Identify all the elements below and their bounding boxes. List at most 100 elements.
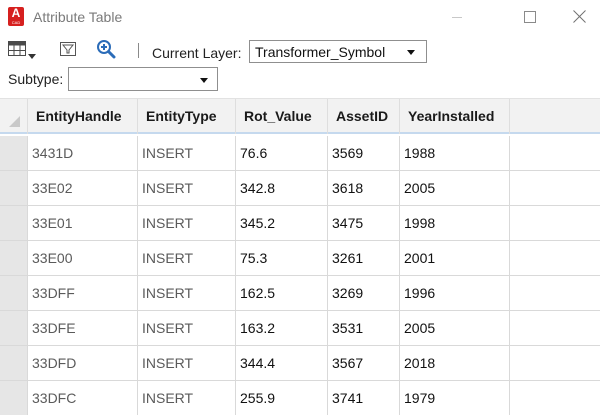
cell-entitytype[interactable]: INSERT <box>137 276 235 310</box>
cell-rot-value[interactable]: 342.8 <box>235 171 327 205</box>
cell-entityhandle[interactable]: 33E02 <box>27 171 137 205</box>
cell-assetid[interactable]: 3618 <box>327 171 399 205</box>
cell-filler <box>509 381 600 415</box>
cell-entitytype[interactable]: INSERT <box>137 136 235 170</box>
chevron-down-icon <box>200 78 208 83</box>
row-selector[interactable] <box>0 381 27 415</box>
cell-entitytype[interactable]: INSERT <box>137 346 235 380</box>
chevron-down-icon <box>407 50 415 55</box>
row-selector[interactable] <box>0 241 27 275</box>
row-selector[interactable] <box>0 136 27 170</box>
cell-filler <box>509 136 600 170</box>
autocad-app-icon: A CAD <box>8 7 24 26</box>
cell-entityhandle[interactable]: 3431D <box>27 136 137 170</box>
cell-filler <box>509 206 600 240</box>
cell-entityhandle[interactable]: 33DFD <box>27 346 137 380</box>
table-row[interactable]: 33DFF INSERT 162.5 3269 1996 <box>0 276 600 311</box>
zoom-to-button[interactable] <box>96 39 116 59</box>
attribute-grid: EntityHandle EntityType Rot_Value AssetI… <box>0 98 600 415</box>
cell-assetid[interactable]: 3269 <box>327 276 399 310</box>
cell-entityhandle[interactable]: 33DFF <box>27 276 137 310</box>
cell-rot-value[interactable]: 345.2 <box>235 206 327 240</box>
cell-entityhandle[interactable]: 33E01 <box>27 206 137 240</box>
table-options-icon <box>8 41 26 56</box>
cell-yearinstalled[interactable]: 2018 <box>399 346 509 380</box>
chevron-down-icon <box>28 54 36 59</box>
table-options-dropdown[interactable] <box>28 47 36 65</box>
cell-rot-value[interactable]: 76.6 <box>235 136 327 170</box>
table-row[interactable]: 3431D INSERT 76.6 3569 1988 <box>0 136 600 171</box>
row-selector[interactable] <box>0 206 27 240</box>
cell-entitytype[interactable]: INSERT <box>137 311 235 345</box>
cell-rot-value[interactable]: 162.5 <box>235 276 327 310</box>
cell-yearinstalled[interactable]: 1998 <box>399 206 509 240</box>
cell-entityhandle[interactable]: 33DFC <box>27 381 137 415</box>
title-bar: A CAD Attribute Table <box>0 0 600 34</box>
table-options-button[interactable] <box>8 41 26 56</box>
close-button[interactable] <box>556 3 600 31</box>
cell-rot-value[interactable]: 163.2 <box>235 311 327 345</box>
cell-yearinstalled[interactable]: 2005 <box>399 311 509 345</box>
cell-yearinstalled[interactable]: 2001 <box>399 241 509 275</box>
cell-assetid[interactable]: 3475 <box>327 206 399 240</box>
grid-header: EntityHandle EntityType Rot_Value AssetI… <box>0 99 600 134</box>
filter-icon <box>60 42 76 56</box>
cell-filler <box>509 241 600 275</box>
close-icon <box>573 10 586 23</box>
maximize-button[interactable] <box>506 3 552 31</box>
cell-entityhandle[interactable]: 33DFE <box>27 311 137 345</box>
table-row[interactable]: 33DFC INSERT 255.9 3741 1979 <box>0 381 600 415</box>
cell-rot-value[interactable]: 75.3 <box>235 241 327 275</box>
table-row[interactable]: 33E01 INSERT 345.2 3475 1998 <box>0 206 600 241</box>
select-all-corner[interactable] <box>0 99 27 134</box>
row-selector[interactable] <box>0 171 27 205</box>
cell-rot-value[interactable]: 344.4 <box>235 346 327 380</box>
row-selector[interactable] <box>0 311 27 345</box>
cell-yearinstalled[interactable]: 1979 <box>399 381 509 415</box>
table-row[interactable]: 33DFE INSERT 163.2 3531 2005 <box>0 311 600 346</box>
cell-yearinstalled[interactable]: 2005 <box>399 171 509 205</box>
cell-filler <box>509 346 600 380</box>
cell-entityhandle[interactable]: 33E00 <box>27 241 137 275</box>
zoom-to-icon <box>97 40 116 59</box>
column-header-assetid[interactable]: AssetID <box>327 99 399 134</box>
column-header-yearinstalled[interactable]: YearInstalled <box>399 99 509 134</box>
column-header-entitytype[interactable]: EntityType <box>137 99 235 134</box>
table-row[interactable]: 33E02 INSERT 342.8 3618 2005 <box>0 171 600 206</box>
minimize-icon <box>452 17 462 18</box>
app-icon-letter: A <box>11 6 21 20</box>
cell-assetid[interactable]: 3261 <box>327 241 399 275</box>
minimize-button[interactable] <box>434 3 480 31</box>
toolbar: Current Layer: Transformer_Symbol Subtyp… <box>0 34 600 94</box>
maximize-icon <box>524 11 536 23</box>
row-selector[interactable] <box>0 276 27 310</box>
table-row[interactable]: 33DFD INSERT 344.4 3567 2018 <box>0 346 600 381</box>
cell-entitytype[interactable]: INSERT <box>137 381 235 415</box>
current-layer-select[interactable]: Transformer_Symbol <box>249 40 427 63</box>
cell-entitytype[interactable]: INSERT <box>137 171 235 205</box>
window-title: Attribute Table <box>33 9 123 25</box>
cell-filler <box>509 311 600 345</box>
column-header-entityhandle[interactable]: EntityHandle <box>27 99 137 134</box>
select-all-icon <box>9 116 20 127</box>
cell-rot-value[interactable]: 255.9 <box>235 381 327 415</box>
cell-entitytype[interactable]: INSERT <box>137 241 235 275</box>
row-selector[interactable] <box>0 346 27 380</box>
subtype-label: Subtype: <box>8 71 64 87</box>
subtype-select[interactable] <box>68 67 218 91</box>
cell-assetid[interactable]: 3531 <box>327 311 399 345</box>
table-row[interactable]: 33E00 INSERT 75.3 3261 2001 <box>0 241 600 276</box>
current-layer-label: Current Layer: <box>152 45 242 61</box>
cell-entitytype[interactable]: INSERT <box>137 206 235 240</box>
cell-filler <box>509 276 600 310</box>
cell-assetid[interactable]: 3567 <box>327 346 399 380</box>
filter-button[interactable] <box>60 42 76 56</box>
column-header-rot-value[interactable]: Rot_Value <box>235 99 327 134</box>
column-header-filler <box>509 99 600 134</box>
cell-assetid[interactable]: 3741 <box>327 381 399 415</box>
cell-yearinstalled[interactable]: 1988 <box>399 136 509 170</box>
cell-yearinstalled[interactable]: 1996 <box>399 276 509 310</box>
cell-filler <box>509 171 600 205</box>
cell-assetid[interactable]: 3569 <box>327 136 399 170</box>
toolbar-separator <box>138 43 139 58</box>
